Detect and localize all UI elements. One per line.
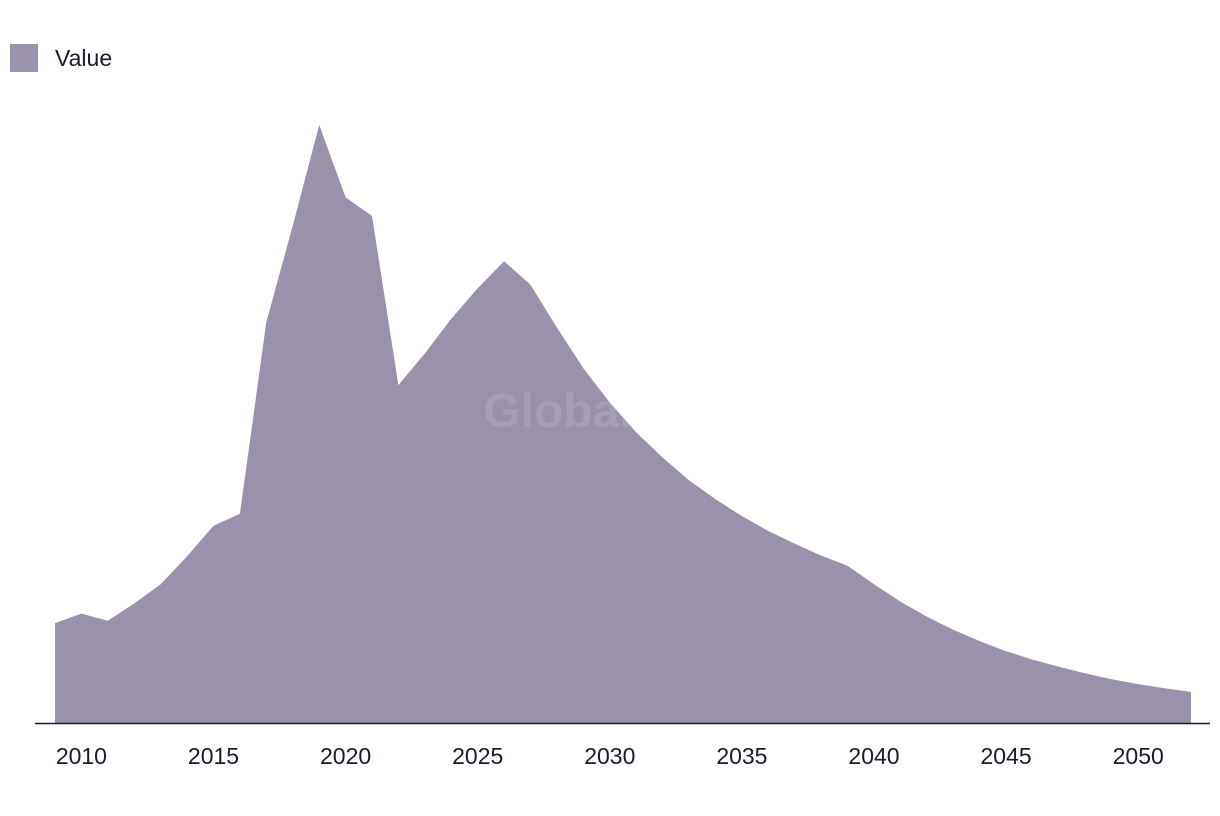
legend-swatch bbox=[10, 44, 38, 72]
x-tick-label-2025: 2025 bbox=[452, 743, 503, 769]
x-tick-label-2045: 2045 bbox=[981, 743, 1032, 769]
x-tick-label-2035: 2035 bbox=[716, 743, 767, 769]
x-tick-label-2050: 2050 bbox=[1113, 743, 1164, 769]
legend: Value bbox=[10, 44, 112, 72]
watermark: GlobalData bbox=[483, 385, 737, 438]
x-tick-label-2020: 2020 bbox=[320, 743, 371, 769]
legend-label: Value bbox=[55, 44, 113, 71]
x-tick-label-2030: 2030 bbox=[584, 743, 635, 769]
area-series-0 bbox=[55, 125, 1191, 723]
x-tick-label-2040: 2040 bbox=[848, 743, 899, 769]
x-tick-label-2015: 2015 bbox=[188, 743, 239, 769]
x-tick-label-2010: 2010 bbox=[56, 743, 107, 769]
